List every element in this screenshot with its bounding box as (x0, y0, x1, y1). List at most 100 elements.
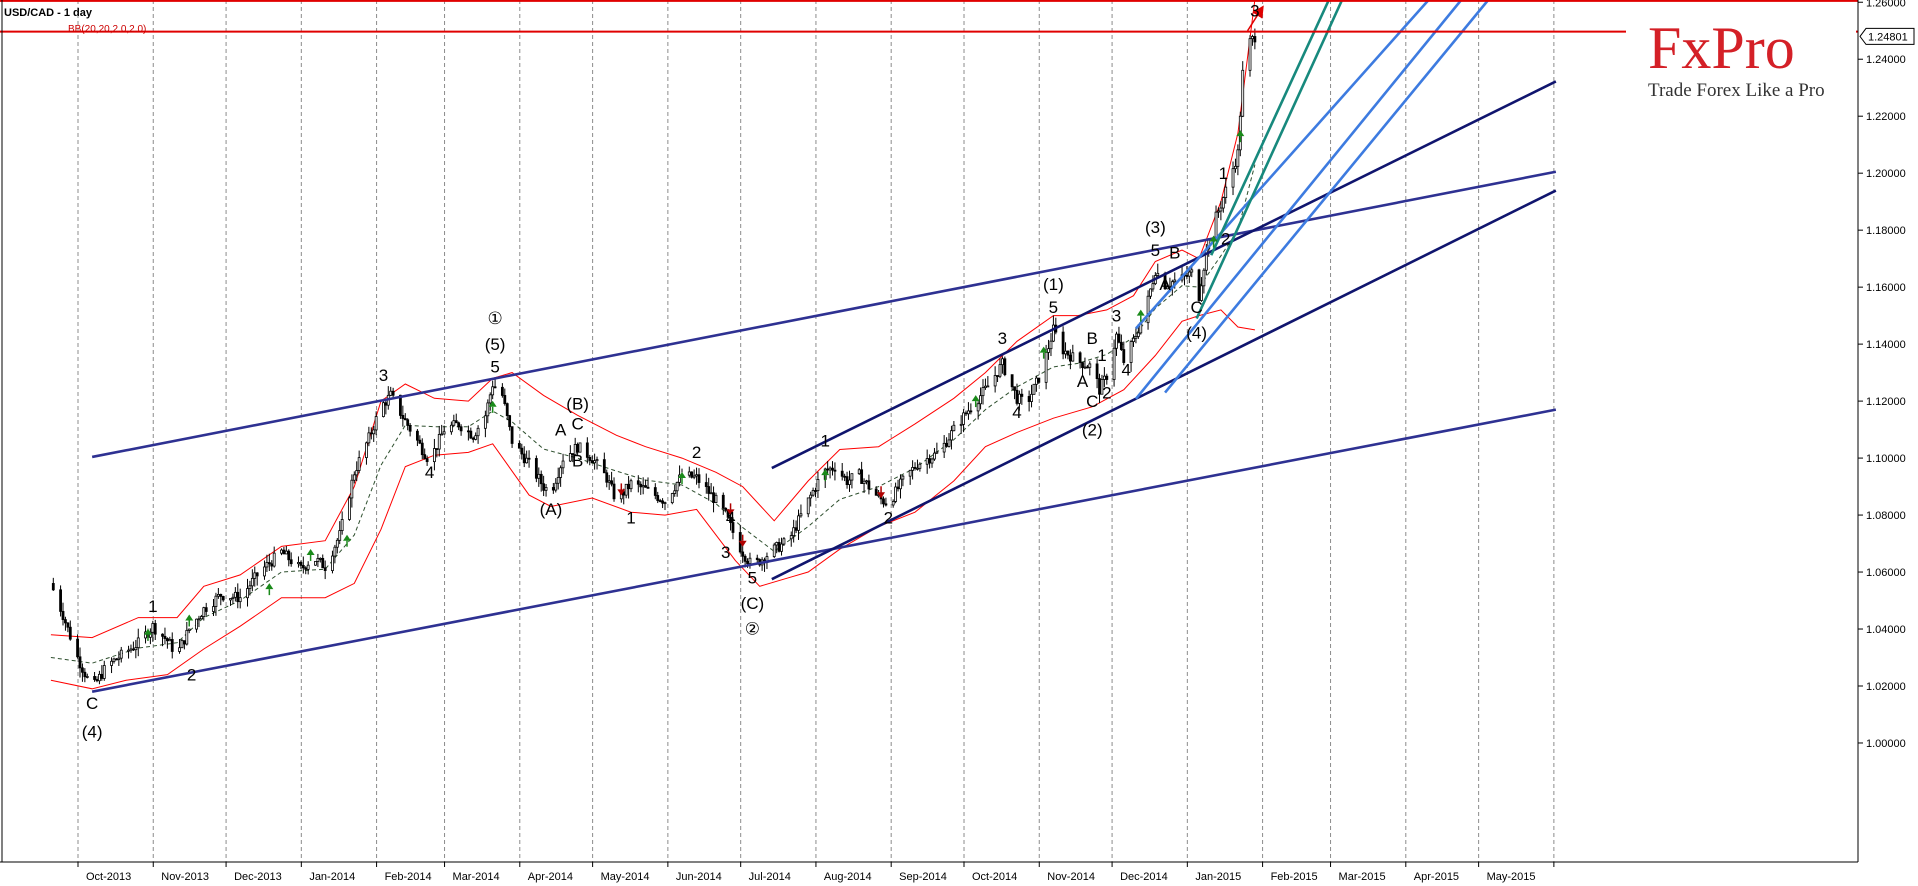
candle-body (1115, 333, 1118, 349)
candle-body (627, 483, 630, 490)
candle-body (229, 598, 232, 601)
candle-body (964, 412, 968, 415)
candle-body (270, 563, 274, 567)
candle-body (687, 471, 691, 476)
candle-body (636, 480, 640, 485)
candle-body (248, 585, 252, 589)
candle-body (743, 555, 747, 562)
candle-body (1083, 366, 1087, 369)
candle-body (814, 490, 817, 492)
candle-body (709, 492, 713, 495)
candle-body (673, 490, 677, 494)
candle-body (967, 410, 970, 415)
wave-label: C (86, 694, 98, 713)
wave-label: 3 (721, 543, 730, 562)
candle-body (321, 557, 325, 569)
candle-body (505, 403, 509, 416)
candle-body (534, 458, 538, 479)
candle-body (272, 552, 276, 567)
current-price-tag: 1.24801 (1859, 27, 1915, 45)
candle-body (981, 387, 985, 397)
candle-body (1129, 341, 1133, 363)
signal-arrow-up (821, 469, 830, 476)
wave-label: 1 (148, 597, 157, 616)
candle-body (474, 435, 478, 440)
candle-body (199, 616, 203, 620)
candle-body (1146, 295, 1150, 324)
candle-body (454, 420, 458, 424)
wave-label: 2 (884, 509, 893, 528)
candle-body (471, 437, 475, 440)
candle-body (331, 555, 334, 571)
candle-body (168, 639, 172, 642)
candle-body (663, 502, 667, 505)
candle-body (127, 649, 130, 652)
candle-body (520, 447, 524, 455)
candle-body (996, 375, 999, 377)
candle-body (144, 631, 147, 639)
target-arrow (1246, 5, 1264, 32)
candle-body (161, 633, 164, 637)
x-tick-label: May-2015 (1487, 871, 1536, 883)
candle-body (253, 572, 257, 579)
candle-body (85, 676, 89, 678)
wave-label: 1 (820, 432, 829, 451)
candle-body (219, 593, 223, 597)
candle-body (777, 542, 781, 552)
candle-body (607, 480, 611, 483)
candle-body (1061, 331, 1065, 355)
wave-label: 1 (1097, 346, 1106, 365)
candle-body (595, 459, 599, 462)
candle-body (517, 443, 521, 449)
candle-body (794, 527, 798, 531)
candle-body (287, 550, 291, 561)
candle-body (874, 488, 878, 496)
candle-body (1049, 340, 1053, 350)
candle-body (78, 656, 82, 669)
candle-body (255, 572, 259, 577)
y-tick-label: 1.12000 (1866, 396, 1906, 408)
candle-body (525, 457, 529, 464)
candle-body (612, 483, 616, 500)
candle-body (755, 557, 759, 560)
candle-body (551, 487, 555, 491)
signal-arrow-up (1039, 346, 1048, 353)
candle-body (845, 476, 849, 486)
candle-body (1112, 347, 1116, 380)
wave-label: 3 (1112, 306, 1121, 325)
candle-body (1081, 362, 1084, 369)
candle-body (1032, 383, 1036, 395)
candle-body (306, 564, 310, 570)
candle-body (780, 543, 783, 552)
candle-body (76, 638, 79, 658)
candle-body (95, 679, 99, 682)
wave-label: 2 (1102, 383, 1111, 402)
y-axis: 1.00000 1.02000 1.04000 1.06000 1.08000 1.100… (1858, 0, 1906, 750)
candle-body (469, 430, 473, 439)
x-tick-label: Mar-2014 (453, 871, 500, 883)
x-tick-label: Oct-2013 (86, 871, 131, 883)
x-tick-label: Jul-2014 (749, 871, 791, 883)
candle-body (935, 451, 939, 454)
candle-body (437, 433, 441, 450)
candle-body (811, 490, 815, 496)
trendline (771, 80, 1557, 470)
candle-body (1068, 354, 1072, 362)
candle-body (246, 588, 249, 599)
candle-body (913, 467, 917, 469)
candle-body (212, 606, 215, 612)
candle-body (697, 474, 701, 483)
candle-body (301, 565, 305, 569)
candle-body (561, 460, 565, 469)
candle-body (901, 475, 905, 480)
candle-body (185, 629, 189, 645)
candle-body (1047, 348, 1050, 353)
candle-body (797, 515, 800, 531)
candle-body (593, 460, 597, 464)
candle-body (1078, 352, 1082, 363)
candle-body (367, 432, 371, 444)
candle-body (843, 475, 847, 478)
candle-body (508, 415, 512, 428)
y-tick-label: 1.14000 (1866, 339, 1906, 351)
